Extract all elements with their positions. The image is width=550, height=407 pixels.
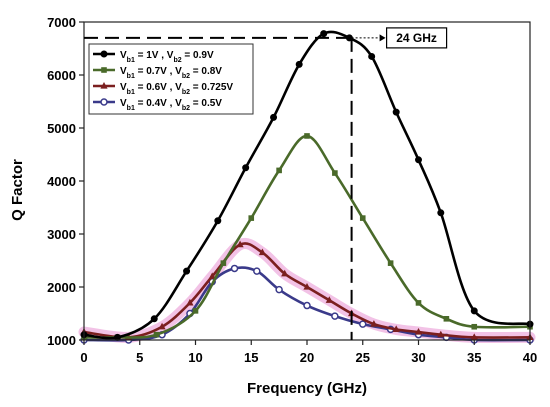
legend-label-1: Vb1 = 1V , Vb2 = 0.9V xyxy=(120,50,214,64)
series-4-point-8 xyxy=(275,285,283,294)
legend-marker-2 xyxy=(101,67,107,73)
y-axis-title: Q Factor xyxy=(9,159,26,221)
series-4-point-10 xyxy=(331,312,339,320)
annotation-arrow-head xyxy=(379,34,386,42)
series-2-point-14 xyxy=(471,323,478,330)
legend-marker-3 xyxy=(100,82,108,89)
series-4-point-11 xyxy=(359,320,367,328)
x-tick-label-25: 25 xyxy=(356,350,370,365)
annotation-24ghz: 24 GHz xyxy=(84,27,448,340)
chart-axes: 1000 2000 3000 4000 5000 6000 7000 0 5 10 15 20 25 30… xyxy=(47,15,537,365)
series-1-point-9 xyxy=(320,30,328,38)
series-1-point-13 xyxy=(415,156,422,164)
series-2-point-12 xyxy=(415,300,422,306)
x-axis-title: Frequency (GHz) xyxy=(247,380,367,397)
series-3-point-16 xyxy=(470,333,478,340)
series-4-point-9 xyxy=(303,301,311,310)
series-2-point-3 xyxy=(153,331,160,338)
x-tick-label-40: 40 xyxy=(523,350,537,365)
legend-item-2: Vb1 = 0.7V , Vb2 = 0.8V xyxy=(93,66,222,80)
series-2-point-10 xyxy=(359,215,366,221)
series-1-point-8 xyxy=(295,60,303,68)
x-tick-label-5: 5 xyxy=(136,350,143,365)
x-tick-label-15: 15 xyxy=(244,350,258,365)
series-1-point-15 xyxy=(470,307,478,315)
series-3-point-13 xyxy=(392,325,400,332)
y-tick-label-4000: 4000 xyxy=(47,174,76,189)
series-2-point-6 xyxy=(248,215,255,221)
series-3-point-9 xyxy=(303,283,311,290)
series-2-point-9 xyxy=(332,170,338,176)
annotation-box xyxy=(386,27,448,49)
y-tick-label-6000: 6000 xyxy=(47,68,76,83)
chart-legend: Vb1 = 1V , Vb2 = 0.9V Vb1 = 0.7V , Vb2 = … xyxy=(88,43,254,115)
x-tick-label-20: 20 xyxy=(300,350,314,365)
series-1-point-11 xyxy=(368,52,376,60)
series-3-point-10 xyxy=(325,296,333,303)
x-tick-label-30: 30 xyxy=(411,350,425,365)
series-2-point-4 xyxy=(192,308,199,314)
series-2-point-7 xyxy=(276,167,282,174)
series-2-point-13 xyxy=(443,316,450,322)
y-tick-label-5000: 5000 xyxy=(47,121,76,136)
series-3-point-6 xyxy=(236,240,244,248)
series-1-point-7 xyxy=(270,113,278,121)
x-tick-label-0: 0 xyxy=(80,350,87,365)
legend-marker-1 xyxy=(100,50,108,58)
x-tick-label-10: 10 xyxy=(188,350,202,365)
series-4-point-6 xyxy=(230,264,239,273)
legend-item-3: Vb1 = 0.6V , Vb2 = 0.725V xyxy=(93,82,233,96)
legend-item-4: Vb1 = 0.4V , Vb2 = 0.5V xyxy=(93,98,222,112)
series-2-point-11 xyxy=(387,260,394,266)
legend-label-2: Vb1 = 0.7V , Vb2 = 0.8V xyxy=(120,66,222,80)
series-3-point-14 xyxy=(414,328,423,335)
y-tick-label-1000: 1000 xyxy=(47,333,76,348)
series-1-point-14 xyxy=(437,209,445,217)
series-3-point-8 xyxy=(281,269,289,277)
series-2-point-5 xyxy=(220,260,227,266)
y-tick-label-7000: 7000 xyxy=(47,15,76,30)
x-tick-label-35: 35 xyxy=(467,350,481,365)
series-1-point-6 xyxy=(242,164,250,172)
series-2-point-8 xyxy=(304,133,310,139)
legend-label-4: Vb1 = 0.4V , Vb2 = 0.5V xyxy=(120,98,222,112)
series-3-point-5 xyxy=(208,272,216,279)
series-3-point-12 xyxy=(370,320,378,327)
series-1-point-4 xyxy=(183,267,191,275)
series-3-point-7 xyxy=(258,248,266,256)
series-1-point-3 xyxy=(150,315,158,323)
annotation-label: 24 GHz xyxy=(396,31,437,45)
legend-item-1: Vb1 = 1V , Vb2 = 0.9V xyxy=(93,50,214,64)
legend-marker-4 xyxy=(100,98,108,106)
series-1-point-5 xyxy=(214,217,222,225)
series-4-point-7 xyxy=(253,267,261,275)
legend-box xyxy=(88,43,254,115)
series-3-point-3 xyxy=(158,322,166,330)
series-3-point-15 xyxy=(437,330,445,338)
legend-label-3: Vb1 = 0.6V , Vb2 = 0.725V xyxy=(120,82,233,96)
series-1-point-12 xyxy=(392,108,400,116)
series-3-point-4 xyxy=(186,298,194,306)
y-tick-label-2000: 2000 xyxy=(47,280,76,295)
y-tick-label-3000: 3000 xyxy=(47,227,76,242)
